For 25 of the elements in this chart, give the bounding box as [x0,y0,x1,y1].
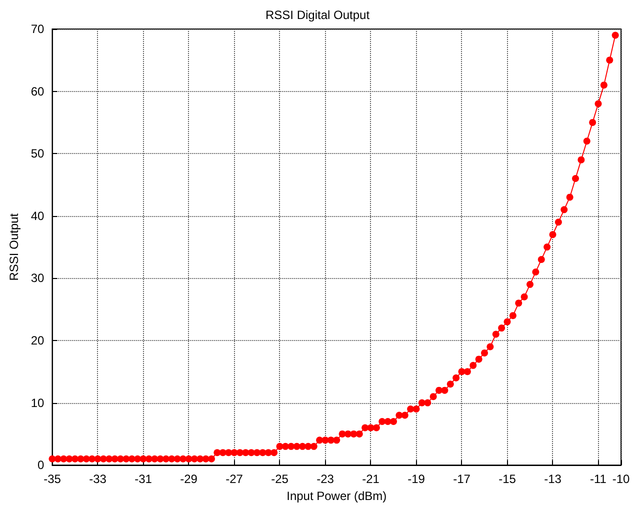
x-tick-label: -15 [498,472,516,486]
x-tick-label: -25 [271,472,289,486]
y-tick-label: 70 [30,22,45,36]
y-tick-label: 20 [30,334,45,348]
y-tick-label: 10 [30,396,45,410]
x-tick-label: -29 [180,472,198,486]
y-tick-label: 0 [38,458,45,472]
x-tick-label: -23 [316,472,334,486]
y-tick-label: 40 [30,208,45,223]
x-tick-label: -13 [544,472,562,486]
x-tick-label: -33 [89,472,107,486]
y-tick-label: 60 [30,84,45,98]
chart-title: RSSI Digital Output [265,8,370,22]
y-tick-label: 50 [30,146,45,161]
x-tick-label: -11 [590,472,607,486]
x-tick-label: -19 [408,472,426,486]
x-axis-title: Input Power (dBm) [286,489,387,503]
x-tick-label: -35 [44,472,62,486]
y-tick-label: 30 [30,271,45,286]
x-tick-label: -21 [362,472,380,486]
x-tick-label: -31 [134,472,152,486]
x-tick-label: -10 [612,472,630,486]
x-tick-label: -27 [226,472,244,486]
x-tick-label: -17 [453,472,471,486]
y-axis-title: RSSI Output [7,212,21,281]
